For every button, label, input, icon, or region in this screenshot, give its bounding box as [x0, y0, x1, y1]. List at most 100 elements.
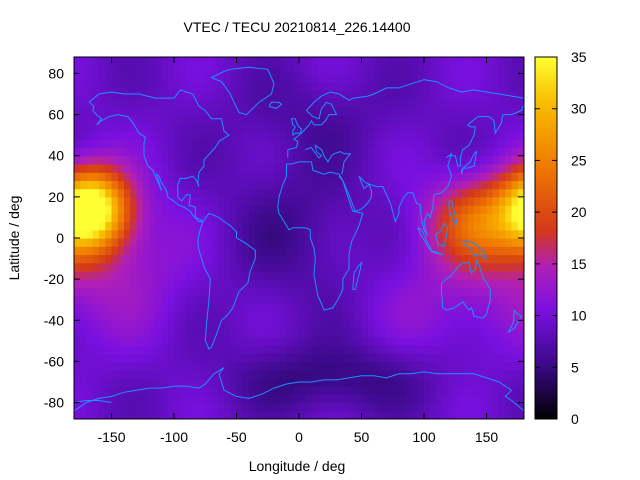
heatmap-cell: [92, 106, 100, 116]
heatmap-cell: [105, 336, 113, 346]
heatmap-cell: [336, 328, 344, 338]
heatmap-cell: [80, 221, 88, 231]
heatmap-cell: [492, 65, 500, 75]
heatmap-cell: [136, 369, 144, 379]
heatmap-cell: [430, 81, 438, 91]
heatmap-cell: [299, 180, 306, 190]
heatmap-cell: [411, 238, 419, 247]
heatmap-cell: [492, 139, 500, 149]
heatmap-cell: [92, 336, 100, 346]
heatmap-cell: [455, 246, 463, 256]
heatmap-cell: [317, 369, 325, 379]
heatmap-cell: [205, 172, 213, 182]
heatmap-cell: [342, 163, 350, 173]
heatmap-cell: [155, 131, 163, 140]
heatmap-cell: [361, 98, 369, 107]
heatmap-cell: [99, 163, 106, 173]
heatmap-cell: [267, 155, 275, 165]
heatmap-cell: [236, 188, 244, 198]
heatmap-cell: [261, 410, 269, 419]
heatmap-cell: [386, 163, 394, 173]
heatmap-cell: [299, 98, 306, 107]
heatmap-cell: [436, 172, 444, 182]
heatmap-cell: [242, 270, 250, 280]
heatmap-cell: [411, 172, 419, 182]
colorbar-tick-label: 35: [571, 49, 587, 65]
heatmap-cell: [317, 81, 325, 91]
y-tick-label: -60: [44, 353, 64, 369]
heatmap-cell: [392, 81, 400, 91]
heatmap-cell: [217, 402, 225, 412]
heatmap-cell: [255, 196, 263, 206]
heatmap-cell: [130, 213, 138, 223]
heatmap-cell: [311, 147, 319, 157]
heatmap-cell: [224, 279, 231, 288]
heatmap-cell: [174, 172, 181, 182]
heatmap-cell: [499, 73, 506, 83]
heatmap-cell: [80, 155, 88, 165]
heatmap-cell: [242, 369, 250, 379]
heatmap-cell: [186, 270, 194, 280]
heatmap-cell: [492, 386, 500, 395]
heatmap-cell: [230, 106, 238, 116]
heatmap-cell: [417, 221, 425, 231]
heatmap-cell: [474, 89, 481, 99]
heatmap-cell: [436, 295, 444, 305]
heatmap-cell: [86, 188, 94, 198]
heatmap-cell: [236, 402, 244, 412]
heatmap-cell: [499, 287, 506, 297]
heatmap-cell: [155, 344, 163, 354]
heatmap-cell: [517, 114, 524, 124]
heatmap-cell: [142, 369, 150, 379]
heatmap-cell: [442, 98, 450, 107]
heatmap-cell: [99, 320, 106, 330]
heatmap-cell: [186, 57, 194, 66]
heatmap-cell: [405, 106, 413, 116]
heatmap-cell: [386, 188, 394, 198]
heatmap-cell: [455, 98, 463, 107]
heatmap-cell: [430, 229, 438, 239]
heatmap-cell: [367, 410, 375, 419]
heatmap-cell: [305, 57, 313, 66]
heatmap-cell: [142, 213, 150, 223]
heatmap-cell: [311, 114, 319, 124]
heatmap-cell: [142, 65, 150, 75]
heatmap-cell: [149, 295, 156, 305]
heatmap-cell: [355, 246, 363, 256]
heatmap-cell: [324, 344, 331, 354]
heatmap-cell: [511, 147, 519, 157]
heatmap-cell: [436, 114, 444, 124]
heatmap-cell: [142, 361, 150, 371]
heatmap-cell: [161, 114, 169, 124]
heatmap-cell: [267, 180, 275, 190]
heatmap-cell: [299, 279, 306, 288]
heatmap-cell: [349, 57, 356, 66]
heatmap-cell: [436, 213, 444, 223]
heatmap-cell: [411, 57, 419, 66]
heatmap-cell: [205, 188, 213, 198]
heatmap-cell: [180, 402, 188, 412]
heatmap-cell: [449, 81, 456, 91]
heatmap-cell: [442, 386, 450, 395]
heatmap-cell: [480, 89, 488, 99]
heatmap-cell: [280, 205, 288, 214]
heatmap-cell: [274, 353, 281, 363]
heatmap-cell: [161, 188, 169, 198]
heatmap-cell: [461, 328, 469, 338]
heatmap-cell: [186, 254, 194, 264]
heatmap-cell: [255, 57, 263, 66]
heatmap-cell: [467, 57, 475, 66]
heatmap-cell: [355, 81, 363, 91]
heatmap-cell: [105, 147, 113, 157]
heatmap-cell: [261, 213, 269, 223]
heatmap-cell: [167, 180, 175, 190]
heatmap-cell: [405, 65, 413, 75]
heatmap-cell: [117, 320, 125, 330]
heatmap-cell: [161, 180, 169, 190]
heatmap-cell: [199, 73, 206, 83]
heatmap-cell: [286, 122, 294, 132]
heatmap-cell: [380, 246, 388, 256]
heatmap-cell: [267, 320, 275, 330]
heatmap-cell: [455, 122, 463, 132]
